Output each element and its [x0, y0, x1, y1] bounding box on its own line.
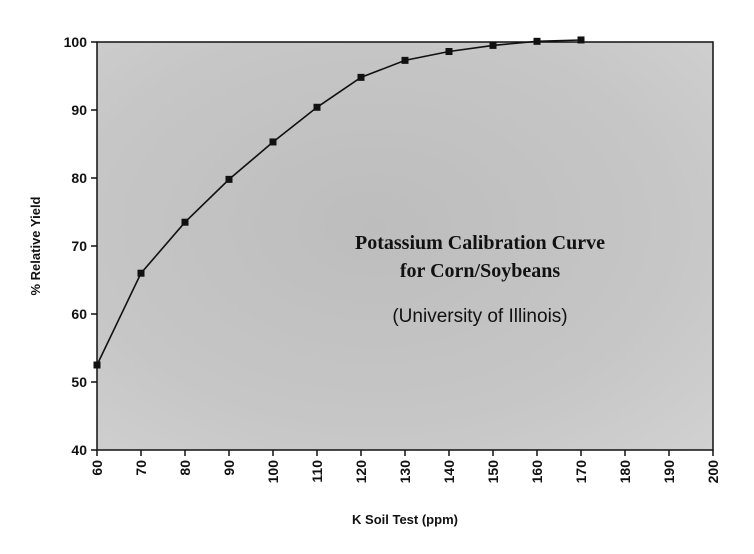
x-tick-label: 90 — [221, 460, 237, 476]
x-tick-label: 150 — [485, 460, 501, 484]
data-point — [445, 48, 453, 56]
data-point — [181, 218, 189, 226]
x-tick-label: 130 — [397, 460, 413, 484]
x-axis-label: K Soil Test (ppm) — [352, 512, 458, 527]
y-tick-label: 100 — [64, 34, 88, 50]
x-tick-label: 160 — [529, 460, 545, 484]
y-tick-label: 80 — [71, 170, 87, 186]
x-tick-label: 110 — [309, 460, 325, 483]
x-tick-label: 70 — [133, 460, 149, 476]
data-point — [533, 37, 541, 45]
chart-subtitle: (University of Illinois) — [392, 306, 567, 327]
data-point — [93, 361, 101, 369]
y-tick-label: 60 — [71, 306, 87, 322]
data-point — [269, 138, 277, 146]
data-point — [489, 41, 497, 49]
y-tick-label: 90 — [71, 102, 87, 118]
x-tick-label: 140 — [441, 460, 457, 484]
series-layer — [93, 36, 585, 369]
data-point — [137, 269, 145, 277]
y-axis-ticks: 40 50 60 70 80 90 100 — [64, 34, 97, 458]
x-tick-label: 190 — [661, 460, 677, 484]
data-point — [401, 56, 409, 64]
x-tick-label: 80 — [177, 460, 193, 476]
data-point — [313, 103, 321, 111]
x-tick-label: 200 — [705, 460, 721, 484]
data-point — [225, 175, 233, 183]
x-tick-label: 180 — [617, 460, 633, 484]
y-tick-label: 50 — [71, 374, 87, 390]
y-axis-label: % Relative Yield — [28, 196, 43, 295]
x-tick-label: 60 — [89, 460, 105, 476]
series-line — [96, 39, 582, 366]
x-tick-label: 120 — [353, 460, 369, 484]
x-tick-label: 100 — [265, 460, 281, 484]
x-axis-ticks: 60 70 80 90 100 110 120 130 140 150 160 170 180 190 20… — [89, 450, 721, 483]
data-point — [357, 73, 365, 81]
chart-title-line-2: for Corn/Soybeans — [400, 260, 560, 282]
y-tick-label: 40 — [71, 442, 87, 458]
chart-title-line-1: Potassium Calibration Curve — [355, 232, 605, 254]
data-point — [577, 36, 585, 44]
plot-area — [96, 41, 714, 451]
x-tick-label: 170 — [573, 460, 589, 484]
y-tick-label: 70 — [71, 238, 87, 254]
